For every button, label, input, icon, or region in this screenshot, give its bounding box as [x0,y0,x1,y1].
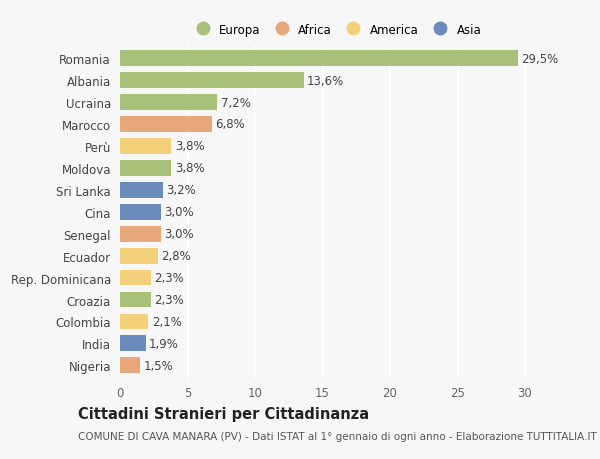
Text: 29,5%: 29,5% [521,52,559,66]
Text: 2,3%: 2,3% [154,293,184,306]
Bar [120,139,172,155]
Text: 3,8%: 3,8% [175,140,204,153]
Text: 3,8%: 3,8% [175,162,204,175]
Legend: Europa, Africa, America, Asia: Europa, Africa, America, Asia [191,23,481,36]
Bar [120,73,304,89]
Text: 6,8%: 6,8% [215,118,245,131]
Bar [120,183,163,198]
Text: 3,2%: 3,2% [167,184,196,197]
Bar [120,336,146,352]
Text: 1,9%: 1,9% [149,337,179,350]
Bar [120,161,172,176]
Bar [120,292,151,308]
Text: 13,6%: 13,6% [307,74,344,87]
Text: 2,3%: 2,3% [154,271,184,285]
Text: Cittadini Stranieri per Cittadinanza: Cittadini Stranieri per Cittadinanza [78,406,369,421]
Bar [120,95,217,111]
Bar [120,248,158,264]
Text: 3,0%: 3,0% [164,228,193,241]
Text: 2,8%: 2,8% [161,250,191,263]
Bar [120,358,140,374]
Text: 7,2%: 7,2% [221,96,250,109]
Bar [120,270,151,286]
Bar [120,117,212,133]
Text: 1,5%: 1,5% [143,359,173,372]
Bar [120,314,148,330]
Bar [120,226,161,242]
Text: 3,0%: 3,0% [164,206,193,219]
Text: 2,1%: 2,1% [152,315,182,328]
Bar [120,51,518,67]
Bar [120,204,161,220]
Text: COMUNE DI CAVA MANARA (PV) - Dati ISTAT al 1° gennaio di ogni anno - Elaborazion: COMUNE DI CAVA MANARA (PV) - Dati ISTAT … [78,431,597,442]
